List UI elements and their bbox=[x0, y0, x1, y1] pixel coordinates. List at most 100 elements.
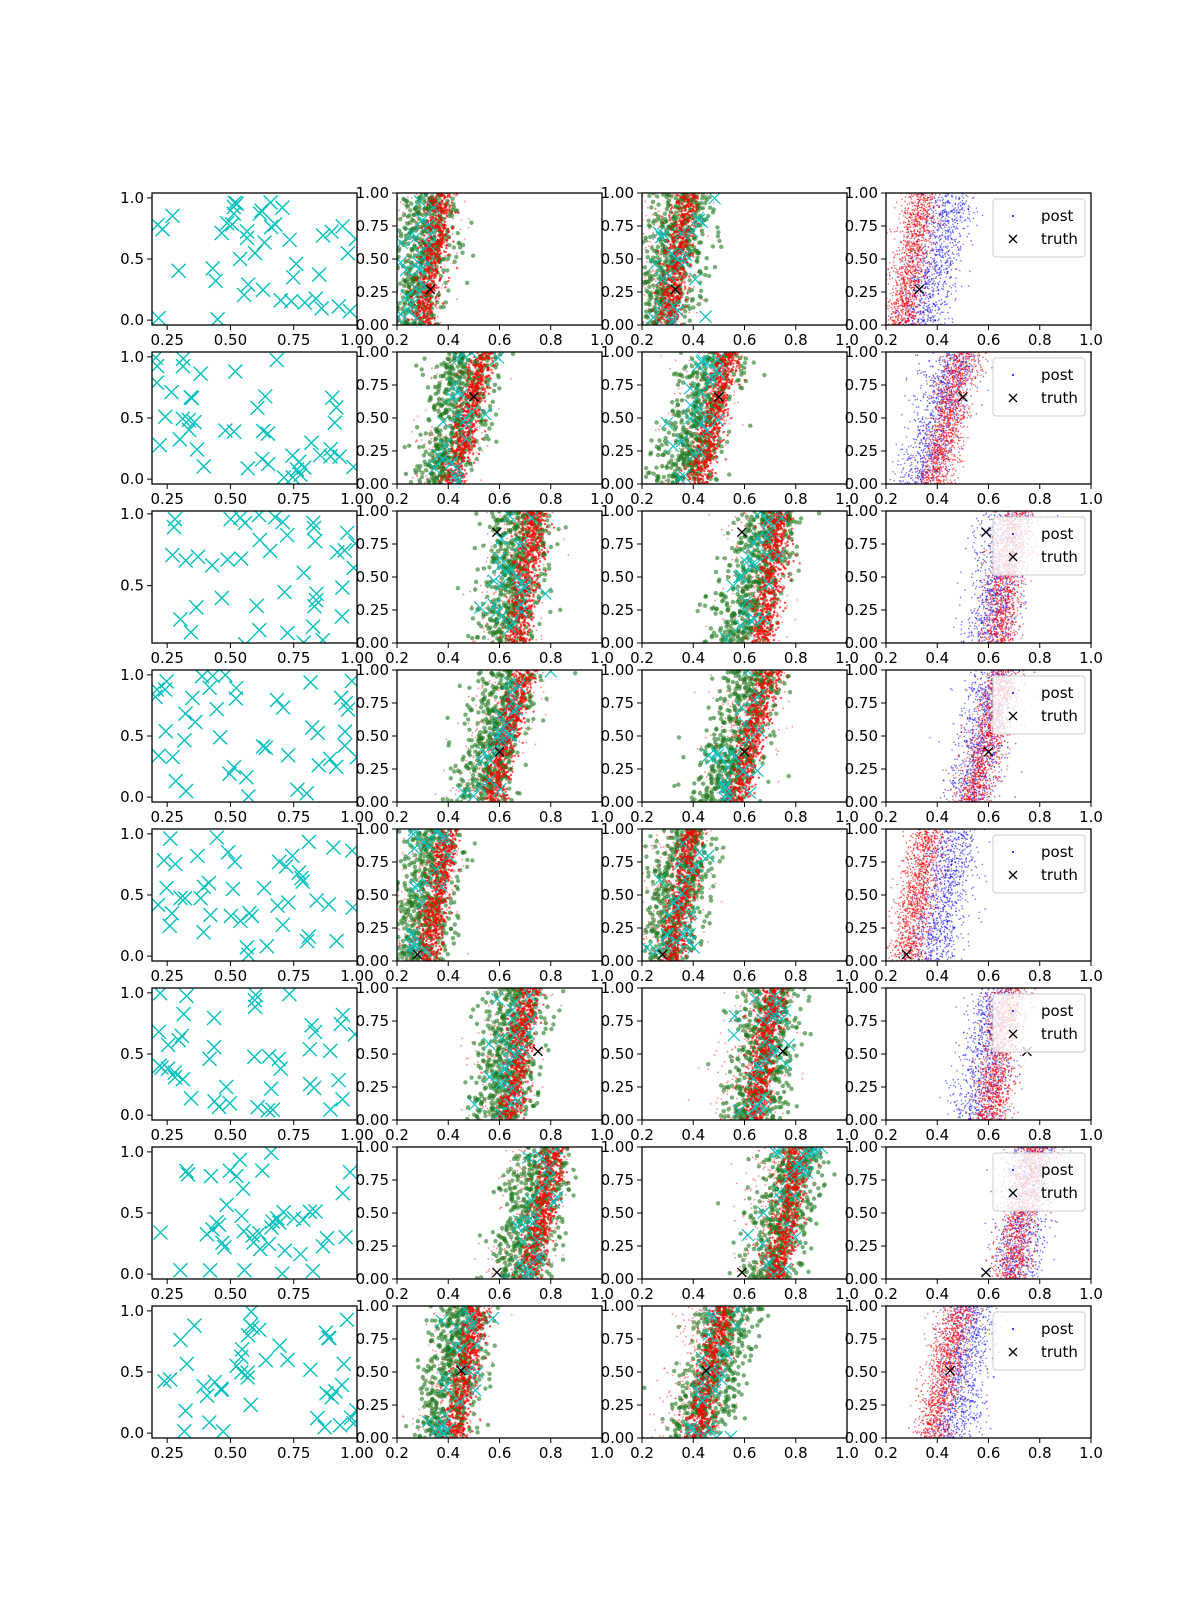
green-dot bbox=[450, 196, 455, 201]
red-dot bbox=[446, 241, 449, 244]
red-core-dot bbox=[691, 252, 695, 255]
green-dot bbox=[367, 309, 371, 313]
red-core-dot bbox=[675, 233, 679, 237]
green-dot bbox=[397, 228, 402, 233]
red-core-dot bbox=[433, 259, 436, 262]
posterior-blue-dot bbox=[927, 279, 930, 282]
posterior-blue-dot bbox=[934, 277, 937, 280]
posterior-red-dot bbox=[911, 315, 913, 317]
posterior-blue-dot bbox=[936, 199, 939, 201]
posterior-red-dot bbox=[909, 245, 911, 247]
red-core-dot bbox=[448, 195, 452, 199]
red-dot bbox=[406, 196, 409, 199]
red-core-dot bbox=[445, 203, 448, 206]
posterior-red-dot bbox=[914, 275, 917, 277]
posterior-red-dot bbox=[920, 254, 923, 257]
green-dot bbox=[704, 197, 709, 203]
posterior-red-dot bbox=[899, 266, 901, 269]
red-dot bbox=[397, 235, 400, 238]
y-tick-label-r0-c2: 1.00 bbox=[601, 184, 634, 202]
posterior-red-dot bbox=[915, 296, 918, 299]
red-core-dot bbox=[679, 288, 682, 291]
posterior-red-dot bbox=[899, 296, 901, 298]
red-dot bbox=[467, 226, 470, 229]
posterior-blue-dot bbox=[937, 229, 940, 231]
posterior-blue-dot bbox=[947, 238, 949, 241]
posterior-blue-dot bbox=[934, 221, 937, 224]
green-dot bbox=[422, 206, 427, 211]
red-dot bbox=[434, 306, 437, 308]
red-core-dot bbox=[430, 279, 433, 282]
posterior-blue-dot bbox=[944, 219, 946, 221]
y-tick-label-r0-c1: 0.00 bbox=[356, 316, 389, 334]
posterior-red-dot bbox=[922, 233, 925, 236]
green-dot bbox=[443, 300, 449, 305]
red-core-dot bbox=[428, 273, 431, 276]
red-core-dot bbox=[686, 193, 689, 196]
green-dot bbox=[662, 253, 668, 258]
posterior-red-dot bbox=[904, 299, 907, 301]
red-core-dot bbox=[439, 266, 443, 269]
green-dot bbox=[441, 304, 446, 310]
sample-marker bbox=[311, 267, 327, 283]
posterior-red-dot bbox=[922, 256, 924, 258]
posterior-red-dot bbox=[917, 244, 920, 247]
posterior-red-dot bbox=[896, 283, 898, 285]
red-dot bbox=[376, 309, 378, 311]
green-dot bbox=[628, 275, 632, 279]
posterior-blue-dot bbox=[932, 212, 935, 214]
posterior-red-dot bbox=[909, 196, 911, 198]
posterior-red-dot bbox=[897, 276, 899, 278]
posterior-red-dot bbox=[914, 201, 916, 204]
posterior-blue-dot bbox=[923, 318, 926, 321]
y-tick-label-r0-c1: 0.75 bbox=[356, 217, 389, 235]
posterior-red-dot bbox=[913, 272, 916, 275]
posterior-blue-dot bbox=[963, 227, 966, 230]
posterior-red-dot bbox=[913, 226, 915, 228]
green-dot bbox=[696, 302, 702, 307]
red-core-dot bbox=[445, 244, 448, 247]
posterior-red-dot bbox=[903, 236, 905, 238]
posterior-red-dot bbox=[922, 216, 924, 218]
posterior-blue-dot bbox=[943, 224, 945, 227]
red-core-dot bbox=[666, 267, 670, 270]
red-core-dot bbox=[670, 206, 674, 209]
posterior-red-dot bbox=[925, 292, 927, 294]
posterior-blue-dot bbox=[967, 204, 970, 207]
posterior-red-dot bbox=[892, 251, 895, 254]
green-dot bbox=[650, 255, 656, 260]
red-core-dot bbox=[444, 250, 447, 254]
green-dot bbox=[700, 193, 705, 197]
green-dot bbox=[646, 269, 651, 275]
posterior-red-dot bbox=[923, 257, 926, 259]
posterior-red-dot bbox=[914, 269, 917, 272]
red-dot bbox=[456, 252, 459, 255]
posterior-blue-dot bbox=[964, 202, 967, 205]
sample-marker bbox=[285, 269, 301, 285]
green-dot bbox=[691, 305, 696, 310]
posterior-red-dot bbox=[909, 271, 912, 274]
samples-panel-r0: 0.25 0.50 0.75 1.000.00.51.0 bbox=[120, 189, 374, 349]
posterior-red-dot bbox=[905, 320, 908, 323]
posterior-red-dot bbox=[913, 228, 916, 231]
posterior-red-dot bbox=[932, 214, 935, 217]
green-dot bbox=[446, 288, 451, 293]
green-dot bbox=[392, 272, 396, 276]
posterior-red-dot bbox=[927, 246, 930, 248]
posterior-blue-dot bbox=[952, 284, 955, 286]
posterior-blue-dot bbox=[953, 215, 956, 217]
posterior-blue-dot bbox=[955, 297, 957, 300]
posterior-blue-dot bbox=[926, 320, 929, 323]
posterior-red-dot bbox=[912, 265, 914, 268]
posterior-red-dot bbox=[907, 279, 910, 281]
posterior-blue-dot bbox=[940, 256, 943, 258]
posterior-blue-dot bbox=[944, 229, 947, 232]
green-dot bbox=[401, 212, 407, 218]
red-dot bbox=[654, 280, 657, 283]
green-dot bbox=[409, 265, 414, 271]
green-dot bbox=[702, 272, 708, 278]
posterior-red-dot bbox=[923, 239, 926, 242]
posterior-red-dot bbox=[908, 303, 911, 306]
posterior-red-dot bbox=[925, 239, 927, 241]
y-tick-label-r0-c2: 0.50 bbox=[601, 250, 634, 268]
